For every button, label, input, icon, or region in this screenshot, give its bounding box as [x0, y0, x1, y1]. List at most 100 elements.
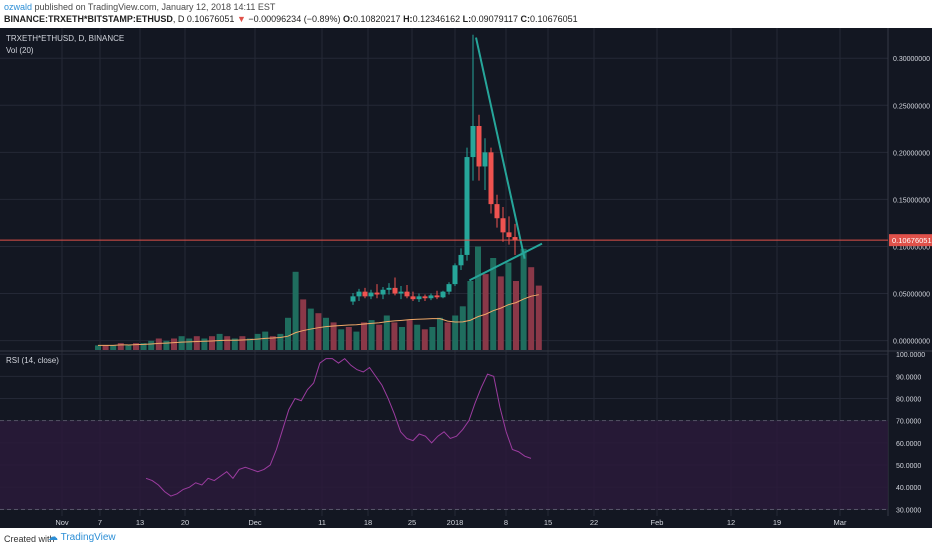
high-value: 0.12346162 [412, 14, 461, 24]
price-badge [889, 234, 932, 247]
volume-bar [231, 338, 238, 350]
candle-body [410, 296, 416, 300]
volume-bar [125, 345, 132, 350]
candle-body [482, 152, 488, 167]
volume-bar [269, 336, 276, 350]
volume-bar [133, 343, 139, 350]
volume-bar [376, 324, 383, 350]
candle-body [350, 296, 356, 302]
candle-body [440, 291, 446, 298]
time-tick-label: 15 [544, 518, 552, 527]
volume-bar [254, 333, 261, 350]
candle-body [386, 287, 392, 290]
rsi-tick-label: 40.0000 [896, 485, 921, 492]
volume-bar [247, 338, 253, 350]
candle-body [464, 157, 470, 255]
volume-bar [475, 246, 481, 350]
volume-bar [497, 276, 504, 350]
rsi-tick-label: 60.0000 [896, 441, 921, 448]
last-price: 0.10676051 [186, 14, 235, 24]
candle-body [362, 291, 368, 297]
candle-body [452, 265, 458, 285]
volume-bar [277, 333, 284, 350]
volume-bar [459, 306, 466, 350]
volume-bar [452, 315, 459, 350]
cloud-icon: ☁ [48, 532, 58, 543]
time-tick-label: Mar [834, 518, 847, 527]
volume-bar [155, 338, 162, 350]
time-tick-label: 13 [136, 518, 144, 527]
time-tick-label: 7 [98, 518, 102, 527]
rsi-line [145, 357, 532, 497]
candle-body [404, 291, 410, 297]
candle-body [446, 284, 452, 292]
time-tick-label: 12 [727, 518, 735, 527]
chart-canvas[interactable]: 0.30000000 0.25000000 0.20000000 0.15000000… [0, 28, 932, 528]
publish-text: published on TradingView.com, January 12… [34, 2, 276, 12]
volume-bar [338, 329, 345, 350]
tradingview-text: TradingView [60, 532, 116, 543]
annotations[interactable] [0, 37, 888, 282]
volume-bar [110, 345, 117, 350]
candle-body [494, 204, 500, 219]
time-tick-label: Dec [248, 518, 262, 527]
volume-bar [163, 340, 170, 350]
interval: D [177, 14, 185, 24]
low-value: 0.09079117 [471, 14, 519, 24]
volume-bar [186, 338, 193, 350]
trendline [475, 37, 526, 259]
time-tick-label: 19 [773, 518, 781, 527]
candle-body [458, 254, 464, 266]
volume-bar [148, 340, 155, 350]
rsi-band [0, 420, 888, 510]
volume-bar [193, 336, 200, 350]
volume-bar [330, 322, 337, 350]
time-tick-label: 25 [408, 518, 416, 527]
price-badge-text: 0.10676051 [892, 236, 932, 245]
price-tick-label: 0.05000000 [893, 292, 930, 299]
volume-bar [140, 343, 147, 350]
volume-bar [262, 331, 269, 350]
volume-bar [171, 338, 177, 350]
volume-bar [444, 322, 451, 350]
candle-body [398, 291, 404, 294]
rsi-label: RSI (14, close) [6, 356, 59, 365]
candle-body [470, 126, 476, 158]
rsi-tick-label: 90.0000 [896, 374, 921, 381]
volume-bar [399, 327, 405, 350]
author-link[interactable]: ozwald [4, 2, 33, 12]
volume-bar [528, 267, 535, 350]
price-tick-label: 0.00000000 [893, 339, 930, 346]
tradingview-logo[interactable]: ☁ TradingView [48, 532, 116, 543]
rsi-tick-label: 80.0000 [896, 397, 921, 404]
volume-bar [437, 317, 443, 350]
volume-bar [224, 336, 231, 350]
rsi-tick-label: 70.0000 [896, 419, 921, 426]
volume-bar [323, 317, 329, 350]
candle-body [368, 292, 374, 297]
volume-bar [406, 320, 413, 350]
volume-bar [361, 322, 367, 350]
time-tick-label: 11 [318, 518, 326, 527]
volume-bar [467, 281, 474, 350]
volume-bar [102, 345, 109, 350]
close-value: 0.10676051 [530, 14, 578, 24]
publish-line: ozwald published on TradingView.com, Jan… [4, 2, 275, 12]
candle-body [434, 295, 440, 298]
volume-bar [292, 271, 299, 350]
price-change: −0.00096234 (−0.89%) [248, 14, 341, 24]
created-with-text: Created with [4, 534, 55, 544]
volume-bar [117, 343, 124, 350]
rsi-tick-label: 100.0000 [896, 352, 925, 359]
symbol-name: BINANCE:TRXETH*BITSTAMP:ETHUSD [4, 14, 173, 24]
volume-bar [535, 285, 542, 350]
volume-bar [216, 333, 223, 350]
volume-bar [368, 320, 375, 350]
quote-line: BINANCE:TRXETH*BITSTAMP:ETHUSD, D 0.1067… [4, 14, 578, 24]
volume-bar [209, 336, 215, 350]
volume-bar [239, 336, 246, 350]
axes: 0.30000000 0.25000000 0.20000000 0.15000000… [55, 56, 930, 527]
rsi-tick-label: 30.0000 [896, 507, 921, 514]
price-tick-label: 0.30000000 [893, 56, 930, 63]
low-label: L: [462, 14, 472, 24]
